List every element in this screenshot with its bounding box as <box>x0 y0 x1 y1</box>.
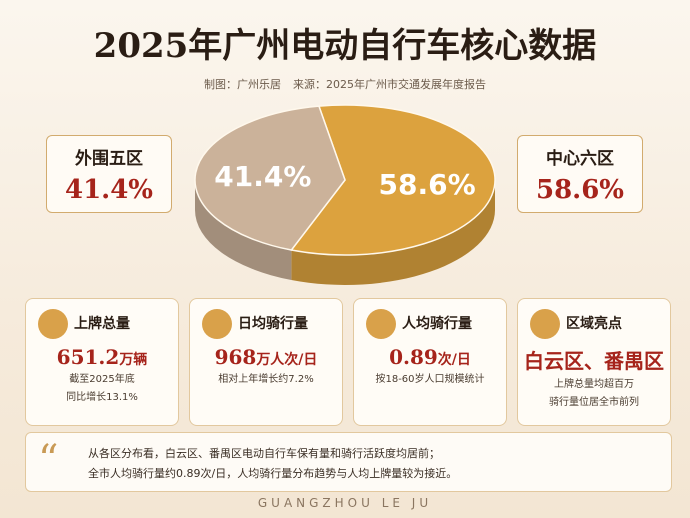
pie-side <box>291 180 495 286</box>
card: 日均骑行量 968万人次/日相对上年增长约7.2% <box>189 298 343 426</box>
card-title: 上牌总量 <box>74 316 130 332</box>
slice-label: 41.4% <box>214 160 311 193</box>
value-unit: 万辆 <box>119 352 148 368</box>
quote-line: 全市人均骑行量约0.89次/日，人均骑行量分布趋势与人均上牌量较为接近。 <box>88 467 458 480</box>
card-icon <box>202 309 232 339</box>
card-title: 区域亮点 <box>566 316 622 332</box>
value-number: 白云区、番禺区 <box>524 349 664 373</box>
quote: “ 从各区分布看，白云区、番禺区电动自行车保有量和骑行活跃度均居前； 全市人均骑… <box>25 432 672 492</box>
card-icon <box>530 309 560 339</box>
slice-label: 58.6% <box>379 168 476 201</box>
callout-value: 41.4% <box>64 175 154 205</box>
card-value: 968万人次/日 <box>190 345 342 369</box>
callout: 外围五区 41.4% <box>46 135 172 213</box>
card-note: 按18-60岁人口规模统计 <box>375 374 485 385</box>
callout-value: 58.6% <box>535 175 625 205</box>
quote-line: 从各区分布看，白云区、番禺区电动自行车保有量和骑行活跃度均居前； <box>88 447 440 460</box>
value-number: 968 <box>214 345 257 369</box>
quote-mark: “ <box>38 437 59 483</box>
card-note: 截至2025年底 <box>69 374 135 385</box>
callout: 中心六区 58.6% <box>517 135 643 213</box>
card-value: 白云区、番禺区 <box>518 345 670 374</box>
pie-chart: 58.6% 41.4% <box>194 104 496 286</box>
callout-name: 外围五区 <box>75 149 143 169</box>
value-number: 0.89 <box>389 345 438 369</box>
pie-side <box>195 180 292 281</box>
title: 2025年广州电动自行车核心数据 <box>93 26 597 66</box>
card: 区域亮点白云区、番禺区上牌总量均超百万 骑行量位居全市前列 <box>517 298 671 426</box>
credit: 制图：广州乐居 <box>204 78 281 91</box>
card-note: 相对上年增长约7.2% <box>218 374 314 385</box>
pie-slice <box>194 105 346 251</box>
card-note: 上牌总量均超百万 <box>554 379 634 390</box>
card: 上牌总量 651.2万辆截至2025年底 同比增长13.1% <box>25 298 179 426</box>
card: 人均骑行量 0.89次/日按18-60岁人口规模统计 <box>353 298 507 426</box>
value-unit: 万人次/日 <box>256 352 318 368</box>
footer: GUANGZHOU LE JU <box>257 496 433 510</box>
callout-name: 中心六区 <box>546 149 614 169</box>
card-note: 骑行量位居全市前列 <box>549 397 639 408</box>
card-title: 日均骑行量 <box>238 316 308 332</box>
card-icon <box>38 309 68 339</box>
source: 来源：2025年广州市交通发展年度报告 <box>293 78 486 91</box>
card-value: 0.89次/日 <box>354 345 506 369</box>
card-title: 人均骑行量 <box>402 316 472 332</box>
card-value: 651.2万辆 <box>26 345 178 369</box>
value-unit: 次/日 <box>437 352 471 368</box>
pie-slice <box>290 104 496 256</box>
subtitle: 制图：广州乐居 来源：2025年广州市交通发展年度报告 <box>0 76 690 92</box>
card-note: 同比增长13.1% <box>66 392 138 403</box>
card-icon <box>366 309 396 339</box>
value-number: 651.2 <box>56 345 120 369</box>
